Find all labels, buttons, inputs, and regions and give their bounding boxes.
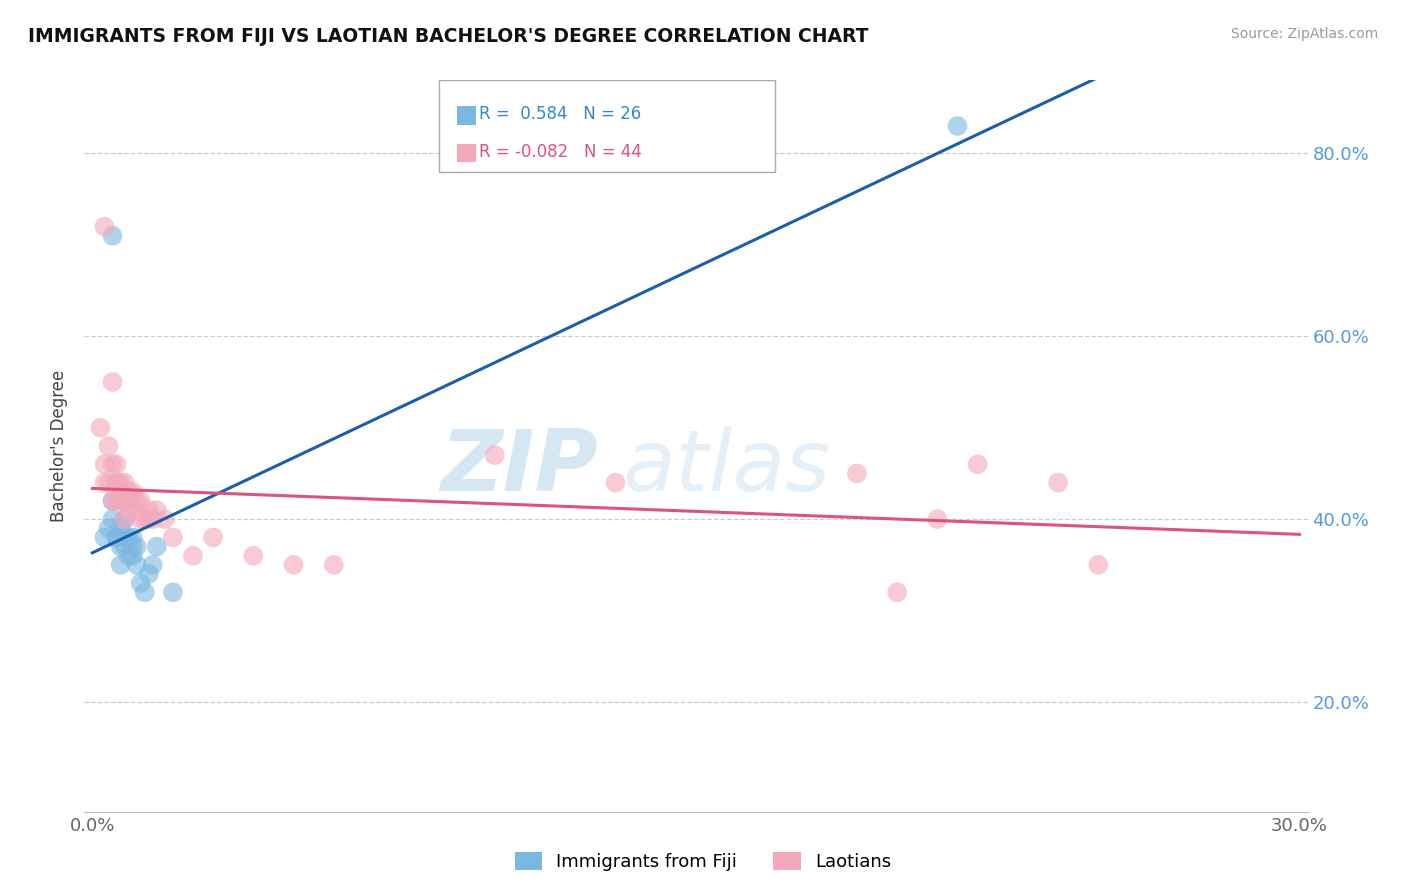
Point [97, 439, 120, 453]
Point [114, 512, 136, 526]
Point [101, 375, 124, 389]
Point [162, 530, 184, 544]
Point [129, 512, 152, 526]
Bar [457, 145, 475, 162]
Point [1047, 475, 1070, 490]
Point [121, 530, 143, 544]
Legend: Immigrants from Fiji, Laotians: Immigrants from Fiji, Laotians [508, 845, 898, 879]
Point [105, 530, 128, 544]
Point [110, 475, 132, 490]
Point [97, 475, 120, 490]
Point [125, 494, 148, 508]
Point [283, 558, 305, 572]
Text: atlas: atlas [623, 426, 831, 509]
Point [105, 530, 128, 544]
Point [605, 475, 627, 490]
Point [1087, 558, 1109, 572]
Point [105, 494, 128, 508]
Point [153, 512, 176, 526]
Point [101, 457, 124, 471]
Point [966, 457, 988, 471]
Point [110, 558, 132, 572]
Point [121, 549, 143, 563]
Point [117, 530, 139, 544]
Point [202, 530, 225, 544]
Point [101, 494, 124, 508]
Point [117, 503, 139, 517]
Point [129, 576, 152, 591]
Point [927, 512, 949, 526]
Point [101, 228, 124, 243]
Point [484, 448, 506, 462]
Point [134, 585, 156, 599]
Point [134, 512, 156, 526]
Point [242, 549, 264, 563]
Point [117, 549, 139, 563]
Point [101, 494, 124, 508]
Point [322, 558, 344, 572]
Point [93, 219, 115, 234]
Point [142, 512, 165, 526]
Point [121, 540, 143, 554]
Point [105, 457, 128, 471]
Point [142, 558, 165, 572]
Point [845, 467, 868, 481]
Text: R =  0.584   N = 26: R = 0.584 N = 26 [479, 104, 641, 123]
Point [110, 521, 132, 535]
Bar [457, 106, 475, 125]
Point [110, 540, 132, 554]
Point [162, 585, 184, 599]
Point [110, 494, 132, 508]
Point [121, 484, 143, 499]
Point [114, 494, 136, 508]
Point [138, 512, 160, 526]
Point [114, 530, 136, 544]
Point [101, 512, 124, 526]
Text: IMMIGRANTS FROM FIJI VS LAOTIAN BACHELOR'S DEGREE CORRELATION CHART: IMMIGRANTS FROM FIJI VS LAOTIAN BACHELOR… [28, 27, 869, 45]
Point [129, 494, 152, 508]
Point [110, 484, 132, 499]
Point [97, 521, 120, 535]
Point [886, 585, 908, 599]
Point [105, 475, 128, 490]
Point [946, 119, 969, 133]
Point [138, 567, 160, 582]
Point [125, 503, 148, 517]
Point [93, 475, 115, 490]
Text: ZIP: ZIP [440, 426, 598, 509]
Point [114, 512, 136, 526]
Point [121, 494, 143, 508]
Point [93, 530, 115, 544]
Point [138, 503, 160, 517]
Point [93, 457, 115, 471]
Point [105, 475, 128, 490]
Point [114, 475, 136, 490]
Point [89, 421, 111, 435]
Text: Source: ZipAtlas.com: Source: ZipAtlas.com [1230, 27, 1378, 41]
Point [125, 558, 148, 572]
Point [114, 540, 136, 554]
FancyBboxPatch shape [439, 80, 776, 171]
Text: R = -0.082   N = 44: R = -0.082 N = 44 [479, 143, 641, 161]
Point [117, 484, 139, 499]
Point [181, 549, 204, 563]
Point [146, 503, 169, 517]
Point [125, 540, 148, 554]
Point [117, 494, 139, 508]
Y-axis label: Bachelor's Degree: Bachelor's Degree [51, 370, 69, 522]
Point [146, 540, 169, 554]
